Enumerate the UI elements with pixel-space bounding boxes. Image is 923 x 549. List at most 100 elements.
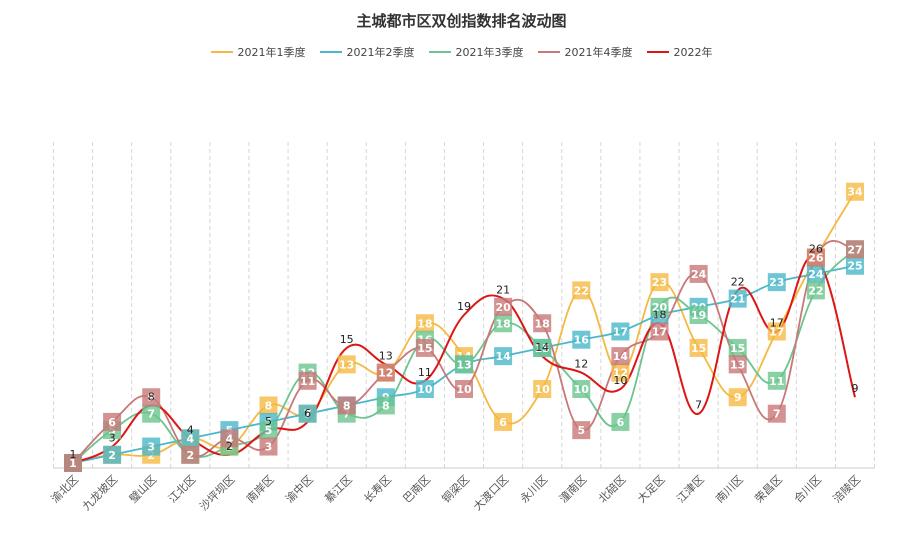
data-label: 22: [731, 275, 745, 288]
data-label: 8: [343, 399, 351, 412]
data-label: 15: [340, 333, 354, 346]
data-label-box: [415, 380, 434, 399]
data-label: 7: [147, 408, 155, 421]
x-tick-label: 荣昌区: [752, 473, 785, 506]
data-label: 3: [109, 432, 116, 445]
data-label-box: [689, 338, 708, 357]
legend-swatch: [210, 51, 233, 53]
x-tick-label: 璧山区: [126, 472, 159, 505]
data-label: 18: [535, 317, 550, 330]
data-label-box: [689, 264, 708, 283]
data-label: 5: [577, 424, 585, 437]
data-label-box: [846, 182, 864, 201]
data-label: 4: [186, 432, 194, 445]
data-label: 23: [769, 276, 784, 289]
data-label-box: [611, 363, 630, 382]
data-label: 18: [495, 317, 510, 330]
data-label: 7: [773, 408, 781, 421]
data-label: 6: [499, 416, 507, 429]
x-tick-label: 南岸区: [244, 473, 277, 506]
data-label: 16: [574, 334, 590, 347]
legend-swatch: [646, 51, 669, 53]
chart-title: 主城都市区双创指数排名波动图: [356, 12, 567, 30]
data-label-box: [728, 388, 747, 407]
data-label: 10: [417, 383, 433, 396]
data-label-box: [767, 404, 786, 423]
x-tick-label: 长寿区: [361, 472, 394, 505]
data-label: 21: [496, 284, 510, 297]
data-label-box: [142, 437, 161, 456]
data-label: 6: [304, 407, 311, 420]
legend-item[interactable]: 2021年2季度: [319, 44, 415, 60]
data-label-box: [572, 330, 591, 349]
data-label: 13: [339, 358, 354, 371]
data-label-box: [806, 264, 825, 283]
data-label: 10: [574, 383, 590, 396]
data-label: 3: [147, 441, 155, 454]
data-label-box: [806, 248, 825, 267]
data-label-box: [611, 322, 630, 341]
data-label-box: [494, 314, 513, 333]
data-label: 26: [809, 243, 823, 256]
data-label-box: [337, 355, 356, 374]
x-tick-label: 九龙坡区: [80, 473, 120, 513]
x-tick-label: 江津区: [674, 473, 707, 506]
x-tick-label: 合川区: [791, 472, 824, 505]
data-label: 21: [730, 293, 745, 306]
data-label-box: [376, 363, 395, 382]
data-label: 9: [147, 391, 155, 404]
data-label: 1: [69, 457, 77, 470]
x-tick-label: 潼南区: [556, 472, 589, 505]
data-label: 13: [730, 358, 745, 371]
legend-item[interactable]: 2022年: [646, 44, 713, 60]
data-label-box: [846, 256, 864, 275]
data-label-box: [494, 297, 513, 316]
data-label-box: [298, 404, 317, 423]
data-label-box: [64, 454, 82, 472]
data-label: 15: [535, 342, 550, 355]
data-label-box: [259, 396, 278, 415]
data-label: 5: [265, 415, 272, 428]
data-label: 14: [613, 350, 629, 363]
data-label: 11: [418, 366, 432, 379]
legend-label: 2021年1季度: [237, 46, 306, 59]
x-tick-label: 渝中区: [282, 472, 315, 505]
data-label-box: [767, 371, 786, 390]
data-label: 4: [226, 432, 234, 445]
x-tick-label: 铜梁区: [439, 472, 472, 505]
data-label: 6: [108, 416, 116, 429]
x-tick-label: 南川区: [713, 473, 746, 506]
data-label-box: [806, 281, 825, 300]
legend-item[interactable]: 2021年4季度: [537, 44, 633, 60]
data-label: 13: [379, 349, 393, 362]
data-label-box: [415, 314, 434, 333]
data-label-box: [533, 380, 552, 399]
data-label: 26: [808, 252, 824, 265]
data-label: 2: [226, 440, 233, 453]
data-label-box: [376, 396, 395, 415]
data-label-box: [533, 314, 552, 333]
legend-item[interactable]: 2021年1季度: [210, 44, 306, 60]
data-label: 6: [617, 416, 625, 429]
data-label-box: [728, 355, 747, 374]
x-tick-label: 江北区: [166, 473, 199, 506]
data-label: 17: [613, 325, 628, 338]
data-label: 12: [378, 367, 393, 380]
data-label: 11: [300, 375, 315, 388]
data-label-box: [103, 412, 122, 431]
data-label: 8: [382, 399, 390, 412]
x-tick-label: 大足区: [634, 472, 667, 505]
data-label: 12: [613, 367, 628, 380]
x-tick-label: 渝北区: [48, 472, 81, 505]
data-label: 8: [148, 390, 155, 403]
data-label: 2: [186, 449, 194, 462]
legend-item[interactable]: 2021年3季度: [428, 44, 524, 60]
data-label-box: [689, 306, 708, 325]
data-label-box: [259, 421, 278, 440]
data-label: 18: [653, 308, 667, 321]
x-tick-label: 涪陵区: [830, 472, 863, 505]
data-label: 22: [574, 284, 589, 297]
data-label: 15: [730, 342, 745, 355]
data-label: 9: [852, 382, 859, 395]
